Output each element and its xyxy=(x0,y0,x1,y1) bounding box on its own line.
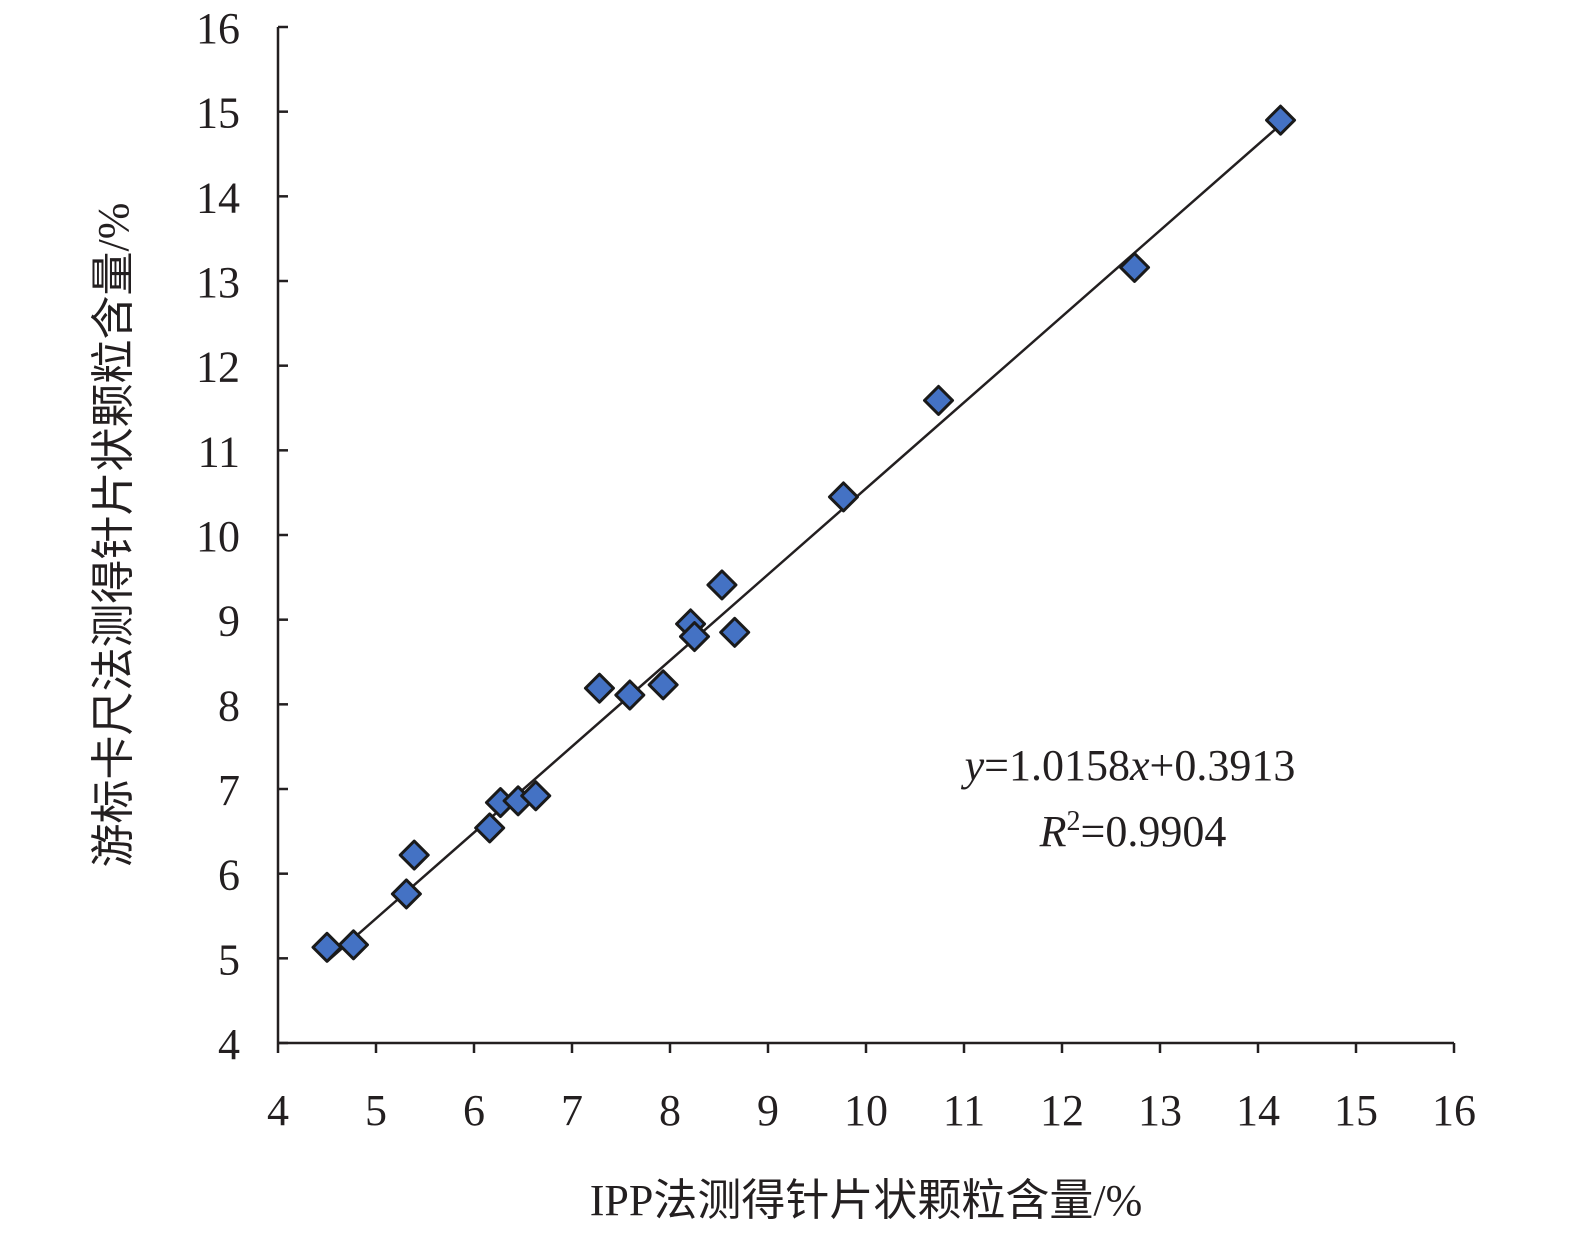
x-tick-label: 16 xyxy=(1432,1086,1476,1135)
y-tick-label: 12 xyxy=(196,343,240,392)
x-tick-label: 11 xyxy=(943,1086,985,1135)
x-tick-label: 9 xyxy=(757,1086,779,1135)
x-tick-label: 10 xyxy=(844,1086,888,1135)
y-tick-label: 5 xyxy=(218,935,240,984)
x-tick-label: 14 xyxy=(1236,1086,1280,1135)
data-point xyxy=(647,669,679,701)
y-tick-label: 6 xyxy=(218,851,240,900)
axes xyxy=(276,27,1454,1045)
data-point xyxy=(614,679,646,711)
x-tick-label: 12 xyxy=(1040,1086,1084,1135)
data-point xyxy=(390,878,422,910)
y-tick-label: 13 xyxy=(196,258,240,307)
y-tick-label: 7 xyxy=(218,766,240,815)
data-point xyxy=(827,481,859,513)
x-tick-label: 5 xyxy=(365,1086,387,1135)
data-point xyxy=(706,569,738,601)
data-point xyxy=(1119,251,1151,283)
y-tick-label: 16 xyxy=(196,4,240,53)
x-tick-label: 13 xyxy=(1138,1086,1182,1135)
x-axis-label: IPP法测得针片状颗粒含量/% xyxy=(590,1176,1142,1225)
x-tick-label: 15 xyxy=(1334,1086,1378,1135)
x-tick-label: 8 xyxy=(659,1086,681,1135)
y-tick-label: 11 xyxy=(198,427,240,476)
data-point xyxy=(311,931,343,963)
data-point xyxy=(923,384,955,416)
data-point xyxy=(398,839,430,871)
data-point xyxy=(583,672,615,704)
data-point xyxy=(520,780,552,812)
x-tick-label: 7 xyxy=(561,1086,583,1135)
y-tick-label: 4 xyxy=(218,1020,240,1069)
data-point xyxy=(679,621,710,653)
r-squared: R2=0.9904 xyxy=(1039,806,1227,856)
data-point xyxy=(1265,104,1297,136)
x-tick-label: 4 xyxy=(267,1086,289,1135)
data-point xyxy=(337,929,369,961)
y-axis-label: 游标卡尺法测得针片状颗粒含量/% xyxy=(89,203,138,868)
y-tick-label: 8 xyxy=(218,681,240,730)
data-point xyxy=(474,812,506,844)
y-tick-label: 14 xyxy=(196,173,240,222)
y-tick-label: 15 xyxy=(196,89,240,138)
data-point xyxy=(719,616,751,648)
y-tick-label: 10 xyxy=(196,512,240,561)
regression-equation: y=1.0158x+0.3913 xyxy=(961,741,1296,790)
x-tick-label: 6 xyxy=(463,1086,485,1135)
y-tick-label: 9 xyxy=(218,597,240,646)
